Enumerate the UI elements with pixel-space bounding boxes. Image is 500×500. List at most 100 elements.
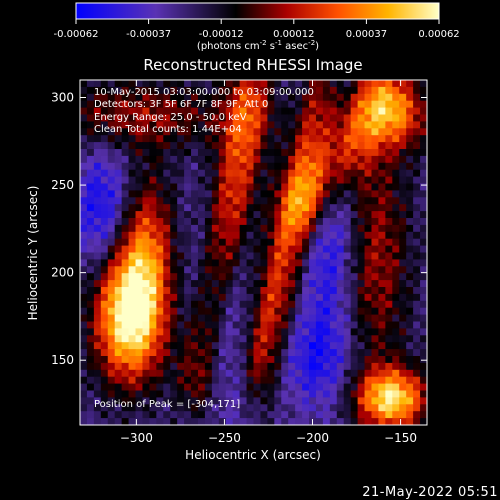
heatmap-cell (232, 155, 241, 164)
heatmap-cell (142, 197, 150, 205)
heatmap-cell (177, 211, 185, 219)
heatmap-cell (322, 238, 331, 247)
heatmap-cell (121, 287, 130, 295)
heatmap-cell (232, 266, 241, 274)
x-tick-label: −300 (120, 431, 153, 445)
heatmap-cell (399, 224, 407, 233)
heatmap-cell (392, 307, 400, 316)
heatmap-cell (100, 314, 109, 323)
heatmap-cell (232, 376, 241, 385)
heatmap-cell (197, 273, 206, 281)
heatmap-cell (399, 342, 407, 350)
heatmap-cell (246, 176, 255, 185)
heatmap-cell (80, 218, 88, 226)
heatmap-cell (246, 204, 255, 212)
heatmap-cell (329, 321, 338, 329)
heatmap-cell (246, 218, 255, 226)
heatmap-cell (399, 190, 407, 198)
heatmap-cell (107, 287, 116, 295)
heatmap-cell (107, 404, 116, 412)
heatmap-cell (128, 369, 137, 378)
heatmap-cell (128, 135, 137, 143)
heatmap-cell (253, 224, 262, 233)
heatmap-cell (211, 266, 220, 274)
heatmap-cell (239, 204, 248, 212)
heatmap-cell (302, 176, 310, 185)
heatmap-cell (309, 300, 317, 309)
heatmap-cell (156, 369, 164, 378)
heatmap-cell (302, 183, 310, 191)
heatmap-cell (135, 224, 144, 233)
heatmap-cell (86, 259, 95, 267)
heatmap-cell (385, 418, 393, 425)
heatmap-cell (149, 211, 157, 219)
heatmap-cell (218, 107, 227, 116)
heatmap-cell (288, 390, 296, 398)
heatmap-cell (322, 362, 331, 371)
heatmap-cell (253, 273, 262, 281)
heatmap-cell (385, 390, 393, 398)
heatmap-cell (371, 252, 380, 260)
heatmap-cell (184, 100, 192, 109)
heatmap-cell (357, 183, 366, 191)
heatmap-cell (218, 197, 227, 205)
heatmap-cell (142, 224, 150, 233)
heatmap-cell (385, 342, 393, 350)
heatmap-cell (93, 204, 102, 212)
heatmap-cell (274, 80, 282, 88)
heatmap-cell (225, 411, 234, 419)
heatmap-cell (267, 162, 275, 171)
heatmap-cell (392, 376, 400, 385)
heatmap-cell (343, 190, 352, 198)
heatmap-cell (350, 121, 359, 129)
heatmap-cell (378, 86, 386, 95)
heatmap-cell (322, 218, 331, 226)
heatmap-cell (260, 390, 268, 398)
heatmap-cell (163, 397, 171, 405)
heatmap-cell (322, 80, 331, 88)
heatmap-cell (114, 328, 123, 336)
heatmap-cell (86, 314, 95, 323)
heatmap-cell (295, 376, 303, 385)
heatmap-cell (336, 328, 345, 336)
heatmap-cell (86, 342, 95, 350)
y-tick-label: 300 (51, 91, 74, 105)
heatmap-cell (93, 300, 102, 309)
heatmap-cell (309, 404, 317, 412)
heatmap-cell (413, 176, 421, 185)
heatmap-cell (309, 114, 317, 122)
heatmap-cell (288, 107, 296, 116)
heatmap-cell (121, 252, 130, 260)
heatmap-cell (420, 114, 427, 122)
heatmap-cell (413, 114, 421, 122)
heatmap-cell (163, 155, 171, 164)
heatmap-cell (281, 149, 289, 157)
heatmap-cell (392, 204, 400, 212)
heatmap-cell (288, 231, 296, 240)
heatmap-cell (295, 273, 303, 281)
heatmap-cell (378, 411, 386, 419)
heatmap-cell (413, 155, 421, 164)
heatmap-cell (142, 80, 150, 88)
heatmap-cell (329, 155, 338, 164)
heatmap-cell (309, 155, 317, 164)
heatmap-cell (329, 211, 338, 219)
heatmap-cell (413, 418, 421, 425)
heatmap-cell (336, 190, 345, 198)
heatmap-cell (357, 190, 366, 198)
heatmap-cell (399, 293, 407, 302)
heatmap-cell (225, 197, 234, 205)
heatmap-cell (239, 128, 248, 136)
heatmap-cell (177, 321, 185, 329)
heatmap-cell (128, 328, 137, 336)
heatmap-cell (142, 376, 150, 385)
heatmap-cell (197, 418, 206, 425)
heatmap-cell (80, 293, 88, 302)
heatmap-cell (128, 252, 137, 260)
heatmap-cell (288, 404, 296, 412)
heatmap-cell (399, 383, 407, 392)
heatmap-cell (197, 162, 206, 171)
heatmap-cell (204, 245, 213, 254)
heatmap-cell (371, 342, 380, 350)
heatmap-cell (392, 390, 400, 398)
